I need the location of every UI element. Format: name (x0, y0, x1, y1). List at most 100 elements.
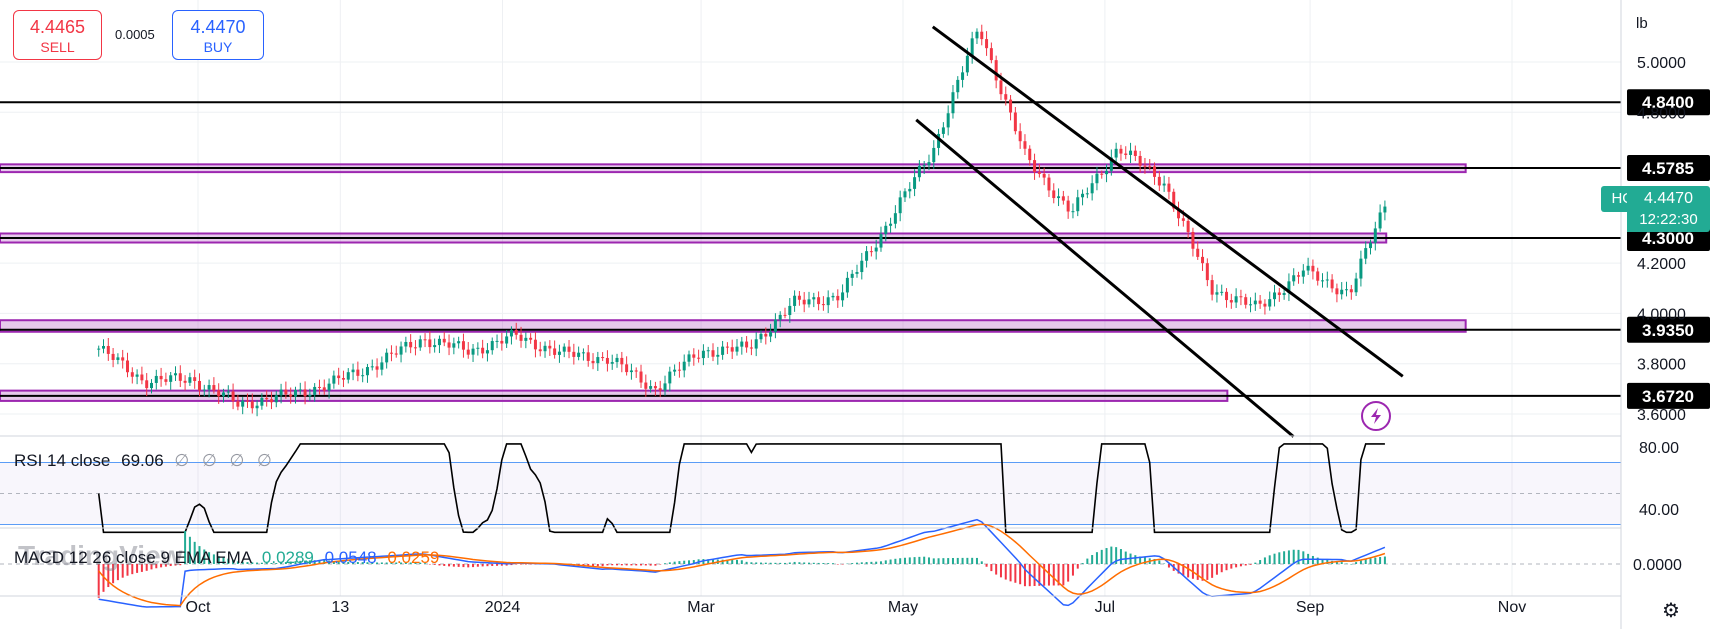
macd-hist-217 (1139, 556, 1142, 564)
sell-button[interactable]: 4.4465 SELL (13, 10, 102, 60)
candle-106 (605, 350, 609, 372)
candle-101 (581, 348, 585, 361)
candle-body-97 (562, 346, 566, 352)
candle-body-156 (845, 277, 849, 293)
candle-108 (615, 353, 619, 368)
candle-body-197 (1042, 173, 1046, 178)
flash-icon[interactable] (1361, 401, 1391, 431)
candle-122 (682, 354, 686, 378)
candle-79 (476, 342, 480, 356)
candle-205 (1081, 189, 1085, 206)
candle-223 (1167, 176, 1171, 200)
macd-hist-134 (740, 560, 743, 564)
trend-channel[interactable] (915, 25, 1404, 438)
candle-85 (505, 330, 509, 348)
macd-hist-255 (1321, 558, 1324, 564)
settings-icon[interactable]: ⚙ (1662, 600, 1680, 622)
rsi-line (97, 443, 1385, 534)
candle-body-67 (418, 339, 422, 348)
macd-hist-22 (203, 549, 206, 564)
macd-hist-161 (870, 561, 873, 564)
candle-body-181 (965, 55, 969, 73)
candle-body-51 (341, 378, 345, 380)
candle-28 (231, 383, 235, 410)
macd-hist-104 (596, 564, 599, 567)
macd-hist-133 (736, 559, 739, 564)
candle-245 (1273, 284, 1277, 307)
candle-body-54 (356, 369, 360, 376)
unit-label[interactable]: lb (1636, 15, 1648, 32)
candle-55 (361, 368, 365, 383)
macd-hist-163 (879, 561, 882, 564)
candle-163 (879, 226, 883, 252)
candle-63 (399, 341, 403, 363)
macd-legend[interactable]: MACD 12 26 close 9 EMA EMA 0.0289 0.0548… (14, 548, 439, 568)
price-tick-4: 3.8000 (1637, 357, 1686, 374)
macd-hist-85 (505, 564, 508, 566)
macd-hist-19 (188, 536, 191, 564)
candle-body-69 (428, 339, 432, 348)
rsi-legend[interactable]: RSI 14 close 69.06 ∅ ∅ ∅ ∅ (14, 451, 276, 471)
candle-252 (1306, 257, 1310, 276)
macd-hist-176 (942, 558, 945, 564)
candle-body-152 (826, 297, 830, 306)
candle-body-177 (946, 113, 950, 128)
candle-44 (308, 388, 312, 401)
candle-body-257 (1330, 279, 1334, 289)
macd-hist-246 (1278, 552, 1281, 564)
candle-body-231 (1205, 263, 1209, 281)
macd-hist-265 (1369, 558, 1372, 564)
macd-hist-170 (913, 557, 916, 564)
candle-58 (375, 358, 379, 378)
candle-body-2 (106, 346, 110, 354)
candle-170 (913, 169, 917, 197)
candle-217 (1138, 150, 1142, 173)
candle-body-137 (754, 339, 758, 349)
macd-hist-151 (822, 563, 825, 564)
macd-hist-162 (875, 561, 878, 564)
candle-175 (937, 129, 941, 156)
candle-body-191 (1013, 112, 1017, 132)
candle-180 (961, 66, 965, 88)
candle-73 (447, 334, 451, 356)
candle-body-170 (913, 177, 917, 189)
candle-body-249 (1292, 275, 1296, 282)
macd-hist-147 (803, 562, 806, 564)
macd-hist-111 (630, 564, 633, 566)
candle-body-91 (533, 339, 537, 350)
candle-body-1 (102, 346, 106, 349)
candle-body-119 (668, 371, 672, 384)
candle-18 (183, 375, 187, 391)
candle-239 (1244, 293, 1248, 309)
macd-hist-70 (433, 564, 436, 565)
candle-69 (428, 331, 432, 354)
buy-button[interactable]: 4.4470 BUY (172, 10, 264, 60)
candle-body-247 (1282, 293, 1286, 295)
candle-body-153 (831, 295, 835, 298)
macd-hist-103 (592, 564, 595, 567)
macd-hist-69 (428, 564, 431, 565)
macd-hist-66 (414, 562, 417, 564)
candle-129 (716, 346, 720, 365)
candle-93 (543, 341, 547, 358)
candle-117 (658, 380, 662, 398)
candle-body-28 (231, 391, 235, 402)
rsi-tick-0: 80.00 (1639, 440, 1679, 457)
macd-hist-150 (817, 562, 820, 564)
candle-body-14 (164, 379, 168, 382)
candle-264 (1364, 241, 1368, 265)
candle-body-43 (303, 389, 307, 397)
candle-178 (951, 84, 955, 119)
candle-body-114 (644, 382, 648, 389)
candle-159 (860, 252, 864, 280)
level-label-0: 4.8400 (1642, 93, 1694, 112)
macd-hist-42 (299, 560, 302, 564)
candle-124 (692, 348, 696, 366)
macd-hist-190 (1009, 564, 1012, 582)
horizontal-levels[interactable] (0, 101, 1621, 397)
candle-31 (245, 393, 249, 408)
support-resistance-zones (0, 163, 1467, 402)
candle-50 (337, 367, 341, 385)
